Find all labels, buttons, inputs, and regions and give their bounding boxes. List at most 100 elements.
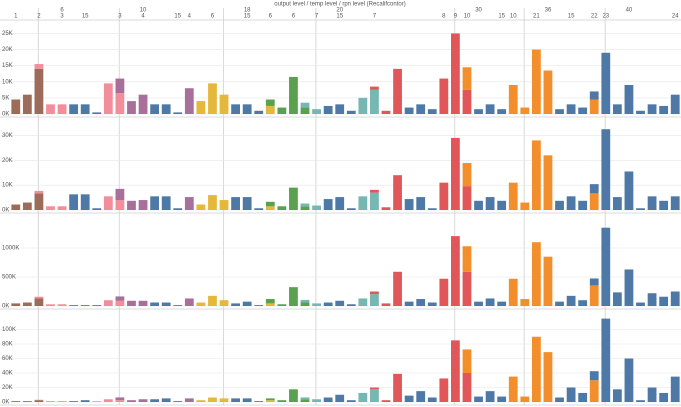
bar	[601, 52, 611, 114]
bar	[462, 373, 472, 402]
bar	[427, 208, 437, 210]
bar	[335, 197, 345, 210]
y-tick-label: 80K	[2, 342, 13, 348]
bar	[393, 373, 402, 402]
bar	[531, 49, 541, 114]
bar	[612, 197, 622, 210]
bar	[589, 285, 599, 306]
bar	[300, 397, 310, 400]
bar	[497, 109, 507, 114]
bar	[659, 200, 669, 210]
bar	[161, 398, 171, 402]
bar	[161, 196, 171, 210]
y-tick-label: 40K	[2, 371, 13, 377]
bar	[103, 399, 113, 402]
bar	[138, 94, 148, 114]
bar	[115, 296, 125, 301]
y-tick-label: 0K	[2, 112, 9, 118]
x-tick-label: 6	[292, 14, 296, 20]
group-label: 36	[545, 8, 552, 14]
bar	[497, 200, 507, 210]
x-tick-label: 15	[174, 14, 181, 20]
bar	[127, 200, 136, 210]
bar	[589, 278, 599, 286]
x-tick-label: 7	[315, 14, 319, 20]
bar	[196, 400, 206, 402]
bar	[670, 196, 680, 210]
bar	[451, 137, 460, 210]
bar	[57, 206, 67, 210]
bar	[358, 298, 368, 306]
x-tick-label: 1	[14, 14, 18, 20]
bar	[451, 33, 460, 114]
bar	[300, 399, 310, 402]
group-label: 10	[140, 8, 147, 14]
bar	[439, 378, 449, 402]
bar	[531, 242, 541, 306]
bar	[462, 89, 472, 114]
bar	[173, 112, 183, 114]
x-tick-label: 3	[118, 14, 122, 20]
bar	[636, 110, 645, 114]
bar	[555, 301, 564, 306]
bar	[277, 107, 287, 114]
bar	[462, 246, 472, 272]
bar	[34, 296, 44, 299]
bar	[497, 396, 507, 402]
bar	[647, 293, 657, 306]
x-tick-label: 7	[373, 14, 377, 20]
bar	[416, 197, 426, 210]
bar	[404, 301, 414, 306]
bar	[647, 387, 657, 402]
bar	[427, 302, 437, 306]
bar	[358, 392, 368, 402]
y-tick-label: 10K	[2, 79, 13, 85]
bar	[80, 400, 90, 402]
bar	[300, 203, 310, 207]
bar	[439, 78, 449, 114]
x-tick-label: 2	[37, 14, 41, 20]
bar	[115, 93, 125, 114]
bar	[462, 186, 472, 210]
bar	[323, 199, 333, 210]
bar	[300, 299, 310, 303]
bar	[312, 109, 321, 114]
bar	[34, 64, 44, 69]
bar	[115, 200, 125, 210]
bar	[647, 104, 657, 114]
group-label: 6	[60, 8, 64, 14]
x-tick-label: 9	[454, 14, 458, 20]
bar	[34, 193, 44, 210]
bar	[138, 399, 148, 402]
bar	[670, 376, 680, 402]
bar	[22, 94, 32, 114]
bar	[219, 398, 229, 402]
bar	[22, 302, 32, 306]
bar	[601, 318, 611, 402]
y-tick-label: 25K	[2, 31, 13, 37]
bar	[46, 206, 55, 210]
bar	[138, 300, 148, 306]
bar	[300, 107, 310, 114]
bar	[543, 70, 553, 114]
bar	[127, 101, 136, 114]
bar	[150, 399, 160, 402]
bar	[312, 205, 321, 210]
bar	[393, 68, 402, 114]
bar	[323, 302, 333, 306]
bar	[555, 200, 564, 210]
bar	[34, 190, 44, 194]
bar	[57, 304, 67, 306]
bar	[138, 200, 148, 210]
bar	[589, 184, 599, 194]
bar	[589, 371, 599, 381]
bar	[381, 110, 391, 114]
bar	[439, 278, 449, 306]
x-tick-label: 4	[188, 14, 192, 20]
bar	[208, 295, 217, 306]
bar	[393, 175, 402, 210]
x-tick-label: 4	[141, 14, 145, 20]
bar	[370, 389, 379, 402]
bar	[46, 104, 55, 114]
